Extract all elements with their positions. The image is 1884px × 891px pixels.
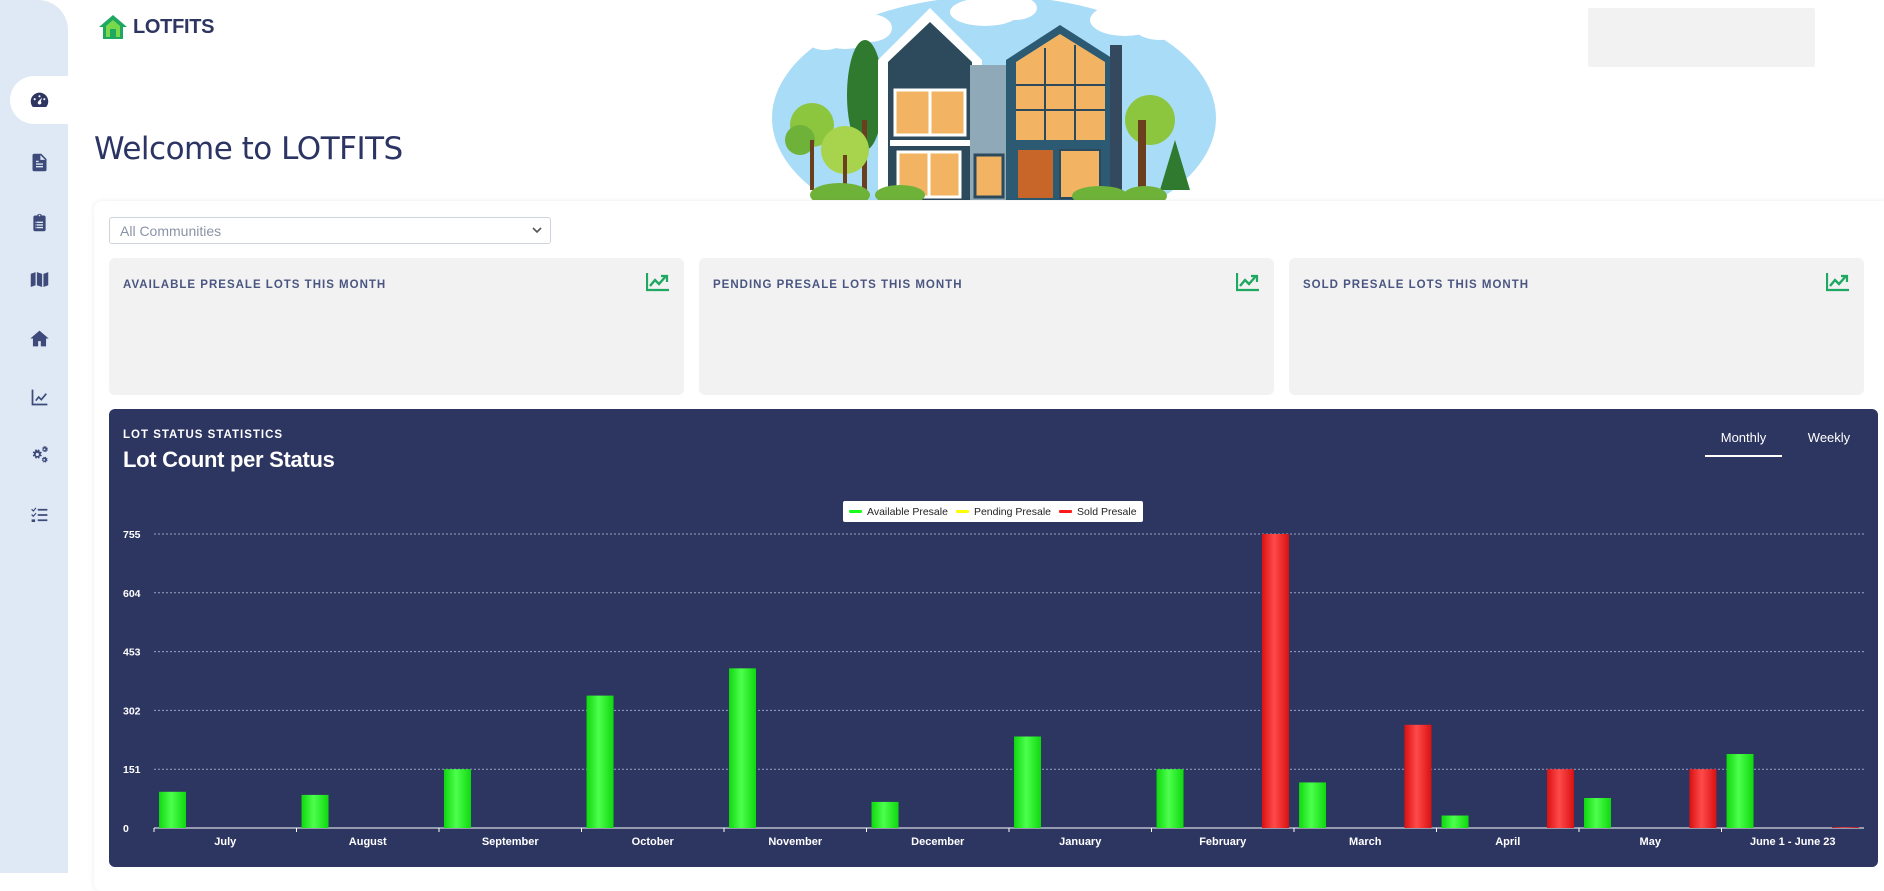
logo-text: LOTFITS — [133, 15, 215, 38]
trend-up-icon — [1236, 273, 1259, 292]
bar-available-presale[interactable] — [1584, 798, 1612, 828]
sidebar-item-home[interactable] — [10, 314, 68, 362]
bar-available-presale[interactable] — [729, 668, 757, 828]
y-tick-label: 604 — [123, 588, 141, 600]
sidebar-item-reports[interactable] — [10, 373, 68, 421]
chart-legend: Available Presale Pending Presale Sold P… — [843, 501, 1143, 522]
y-tick-label: 302 — [123, 705, 141, 717]
sidebar-item-tasks[interactable] — [10, 490, 68, 538]
x-tick-label: June 1 - June 23 — [1750, 836, 1836, 848]
x-tick-label: August — [349, 836, 387, 848]
trend-up-icon — [1826, 273, 1849, 292]
dashboard-icon — [30, 92, 48, 107]
x-tick-label: July — [214, 836, 237, 848]
clipboard-icon — [32, 213, 46, 231]
x-tick-label: February — [1199, 836, 1247, 848]
lot-status-statistics: 0 151 302 453 604 755 July August September Octob… — [109, 409, 1878, 867]
card-available-presale: AVAILABLE PRESALE LOTS THIS MONTH — [109, 258, 684, 395]
home-icon — [29, 330, 49, 346]
bar-available-presale[interactable] — [586, 695, 614, 828]
legend-item-pending[interactable]: Pending Presale — [955, 505, 1052, 518]
logo-house-icon — [99, 15, 127, 39]
bar-available-presale[interactable] — [301, 794, 329, 828]
card-title: SOLD PRESALE LOTS THIS MONTH — [1303, 279, 1530, 291]
sidebar-item-clipboard[interactable] — [10, 198, 68, 246]
y-tick-label: 755 — [123, 529, 141, 541]
card-sold-presale: SOLD PRESALE LOTS THIS MONTH — [1289, 258, 1864, 395]
legend-swatch — [955, 510, 969, 513]
community-select-value: All Communities — [120, 223, 222, 239]
bar-available-presale[interactable] — [1014, 736, 1042, 828]
bar-available-presale[interactable] — [159, 791, 187, 828]
bar-available-presale[interactable] — [1156, 769, 1184, 828]
logo[interactable]: LOTFITS — [97, 13, 215, 41]
x-tick-label: April — [1495, 836, 1520, 848]
y-tick-label: 453 — [123, 647, 141, 659]
sidebar-item-documents[interactable] — [10, 138, 68, 186]
legend-swatch — [849, 510, 862, 513]
trend-up-icon — [646, 273, 669, 292]
tab-monthly[interactable]: Monthly — [1705, 429, 1782, 457]
tab-weekly[interactable]: Weekly — [1807, 430, 1851, 445]
bar-available-presale[interactable] — [444, 769, 472, 828]
bar-available-presale[interactable] — [871, 801, 899, 828]
bar-sold-presale[interactable] — [1261, 534, 1289, 828]
sidebar-item-settings[interactable] — [10, 431, 68, 479]
legend-item-sold[interactable]: Sold Presale — [1059, 506, 1137, 518]
bar-sold-presale[interactable] — [1404, 724, 1432, 828]
y-tick-label: 0 — [123, 823, 129, 835]
x-tick-label: January — [1059, 836, 1102, 848]
card-pending-presale: PENDING PRESALE LOTS THIS MONTH — [699, 258, 1274, 395]
bar-sold-presale[interactable] — [1831, 827, 1859, 828]
document-icon — [32, 153, 46, 171]
legend-swatch — [1059, 510, 1073, 513]
bar-available-presale[interactable] — [1726, 754, 1754, 828]
page-title: Welcome to LOTFITS — [94, 131, 403, 167]
hero-house-illustration — [770, 0, 1220, 200]
legend-label: Sold Presale — [1077, 505, 1137, 518]
card-title: PENDING PRESALE LOTS THIS MONTH — [713, 279, 963, 291]
chevron-down-icon — [532, 227, 542, 234]
y-tick-label: 151 — [123, 764, 141, 776]
chart-line-icon — [31, 389, 47, 405]
user-profile-placeholder[interactable] — [1588, 8, 1815, 67]
x-tick-label: September — [482, 836, 540, 848]
lot-count-chart: 0 151 302 453 604 755 July August September Octob… — [123, 529, 1864, 848]
map-icon — [30, 271, 48, 287]
gears-icon — [32, 445, 48, 463]
community-select[interactable]: All Communities — [109, 217, 551, 244]
stats-title: Lot Count per Status — [123, 447, 335, 472]
bar-sold-presale[interactable] — [1546, 769, 1574, 828]
x-tick-label: March — [1349, 836, 1382, 848]
stats-kicker: LOT STATUS STATISTICS — [123, 429, 284, 441]
bar-available-presale[interactable] — [1299, 782, 1327, 828]
x-tick-label: December — [911, 836, 965, 848]
card-title: AVAILABLE PRESALE LOTS THIS MONTH — [123, 279, 387, 291]
x-tick-label: November — [768, 836, 823, 848]
bar-sold-presale[interactable] — [1689, 769, 1717, 828]
legend-label: Available Presale — [867, 505, 948, 518]
legend-label: Pending Presale — [973, 505, 1052, 518]
bar-available-presale[interactable] — [1441, 815, 1469, 828]
sidebar-item-map[interactable] — [10, 255, 68, 303]
legend-item-available[interactable]: Available Presale — [849, 506, 948, 518]
sidebar — [0, 0, 68, 873]
x-tick-label: May — [1640, 836, 1662, 848]
tasks-icon — [30, 507, 47, 522]
x-tick-label: October — [632, 836, 675, 848]
sidebar-item-dashboard[interactable] — [10, 76, 68, 124]
